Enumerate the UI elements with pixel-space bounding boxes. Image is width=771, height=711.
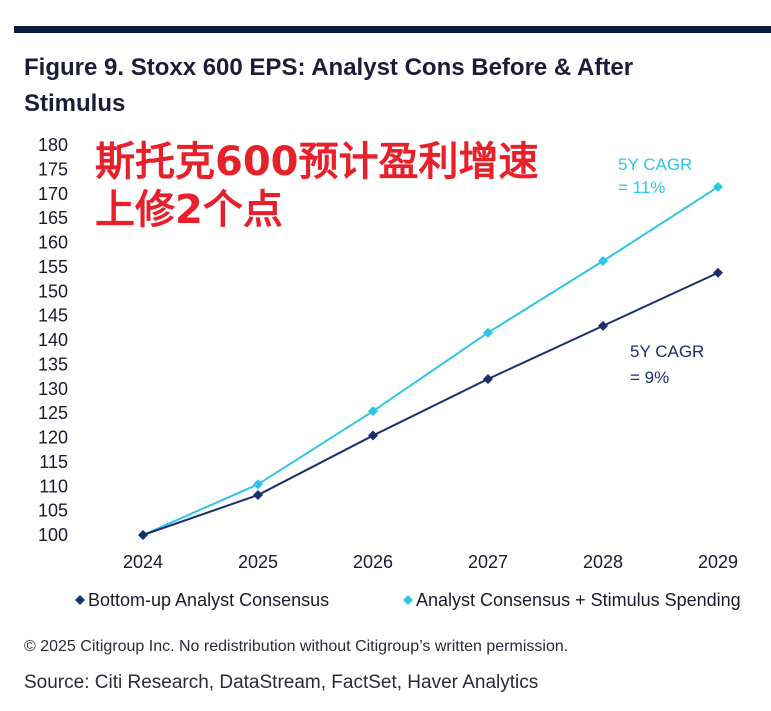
cagr-annotation-line-1: 5Y CAGR: [618, 155, 692, 174]
copyright-notice: © 2025 Citigroup Inc. No redistribution …: [24, 638, 569, 655]
y-tick-label: 165: [38, 208, 68, 228]
data-point: [598, 256, 608, 267]
chart-title-line-1: Figure 9. Stoxx 600 EPS: Analyst Cons Be…: [24, 54, 634, 81]
y-tick-label: 130: [38, 379, 68, 399]
legend-marker: [75, 595, 85, 605]
y-tick-label: 115: [39, 452, 68, 472]
legend-label: Bottom-up Analyst Consensus: [88, 590, 329, 610]
overlay-caption-line-2: 上修2个点: [95, 187, 283, 233]
overlay-caption: 斯托克600预计盈利增速 上修2个点: [95, 138, 539, 234]
top-rule: [14, 26, 771, 33]
data-point: [713, 181, 723, 192]
data-point: [483, 374, 493, 384]
y-tick-label: 110: [39, 476, 68, 496]
y-tick-label: 180: [38, 135, 68, 155]
data-point: [483, 327, 493, 338]
overlay-caption-line-1: 斯托克600预计盈利增速: [95, 139, 539, 185]
x-tick-label: 2025: [238, 552, 278, 572]
y-tick-label: 175: [38, 159, 68, 179]
eps-line-chart: 100 105 110 115 120 125 130 135 140 145 150 155 160 1…: [38, 135, 741, 610]
cagr-annotation-line-2: = 11%: [618, 178, 665, 197]
cagr-annotation-line-1: 5Y CAGR: [630, 342, 704, 361]
y-tick-label: 160: [38, 233, 68, 253]
legend: Bottom-up Analyst Consensus Analyst Conse…: [75, 590, 741, 610]
series-line: [142, 186, 719, 536]
x-tick-label: 2027: [468, 552, 508, 572]
y-tick-label: 140: [38, 330, 68, 350]
legend-item: Bottom-up Analyst Consensus: [75, 590, 329, 610]
series-layer: [138, 181, 723, 540]
y-tick-label: 105: [38, 501, 68, 521]
y-tick-label: 120: [38, 428, 68, 448]
y-tick-label: 150: [38, 281, 68, 301]
x-tick-label: 2029: [698, 552, 738, 572]
legend-label: Analyst Consensus + Stimulus Spending: [416, 590, 741, 610]
data-point: [713, 267, 723, 278]
data-point: [138, 530, 148, 540]
x-axis: 2024 2025 2026 2027 2028 2029: [123, 552, 738, 572]
y-tick-label: 170: [38, 184, 68, 204]
series-line: [142, 271, 719, 536]
data-point: [253, 479, 263, 490]
annotations: 5Y CAGR = 9% 5Y CAGR = 11%: [618, 155, 704, 387]
chart-title-line-2: Stimulus: [24, 90, 126, 117]
y-tick-label: 155: [38, 257, 68, 277]
y-tick-label: 145: [38, 306, 68, 326]
x-tick-label: 2028: [583, 552, 623, 572]
y-tick-label: 125: [38, 403, 68, 423]
x-tick-label: 2024: [123, 552, 163, 572]
legend-marker: [403, 595, 413, 605]
legend-item: Analyst Consensus + Stimulus Spending: [403, 590, 741, 610]
chart-title: Figure 9. Stoxx 600 EPS: Analyst Cons Be…: [24, 50, 744, 122]
y-axis: 100 105 110 115 120 125 130 135 140 145 150 155 160 1…: [38, 135, 68, 545]
source-note: Source: Citi Research, DataStream, FactS…: [24, 672, 539, 693]
data-point: [368, 430, 378, 441]
y-tick-label: 100: [38, 525, 68, 545]
x-tick-label: 2026: [353, 552, 393, 572]
cagr-annotation-line-2: = 9%: [630, 368, 669, 387]
data-point: [368, 406, 378, 417]
data-point: [253, 490, 263, 501]
y-tick-label: 135: [38, 354, 68, 374]
series-bottom-up: [138, 267, 723, 540]
data-point: [598, 320, 608, 331]
